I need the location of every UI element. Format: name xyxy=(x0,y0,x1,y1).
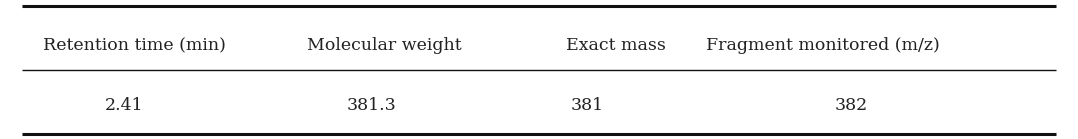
Text: 381: 381 xyxy=(571,97,604,114)
Text: Fragment monitored (m/z): Fragment monitored (m/z) xyxy=(706,37,940,54)
Text: 2.41: 2.41 xyxy=(105,97,143,114)
Text: Molecular weight: Molecular weight xyxy=(307,37,461,54)
Text: 382: 382 xyxy=(835,97,868,114)
Text: Exact mass: Exact mass xyxy=(566,37,666,54)
Text: Retention time (min): Retention time (min) xyxy=(43,37,226,54)
Text: 381.3: 381.3 xyxy=(347,97,397,114)
